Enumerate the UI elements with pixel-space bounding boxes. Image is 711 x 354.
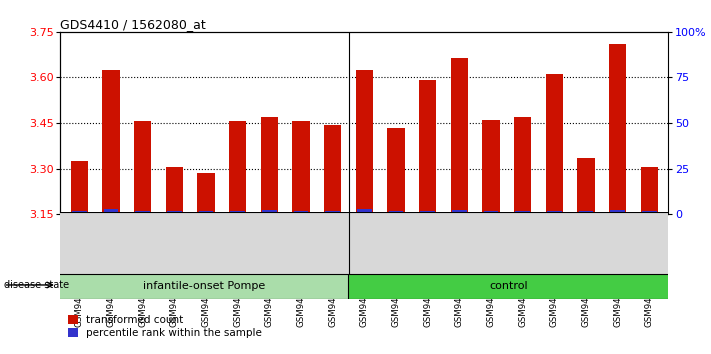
- Bar: [514, 117, 531, 214]
- Bar: [609, 44, 626, 214]
- Bar: [70, 161, 88, 214]
- Bar: [294, 211, 309, 214]
- Bar: [198, 211, 213, 214]
- Bar: [356, 70, 373, 214]
- Bar: [452, 210, 467, 214]
- Bar: [420, 211, 435, 214]
- Bar: [198, 173, 215, 214]
- Bar: [104, 209, 119, 214]
- Text: infantile-onset Pompe: infantile-onset Pompe: [144, 281, 265, 291]
- Bar: [451, 58, 468, 214]
- Legend: transformed count, percentile rank within the sample: transformed count, percentile rank withi…: [65, 313, 264, 341]
- Bar: [292, 121, 310, 214]
- Bar: [229, 121, 247, 214]
- Bar: [357, 209, 372, 214]
- Bar: [545, 74, 563, 214]
- Text: control: control: [489, 281, 528, 291]
- Bar: [230, 211, 245, 214]
- Bar: [642, 211, 657, 214]
- Bar: [72, 211, 87, 214]
- Text: disease state: disease state: [4, 280, 69, 290]
- Bar: [387, 127, 405, 214]
- Bar: [483, 211, 498, 214]
- Bar: [324, 125, 341, 214]
- Bar: [167, 211, 182, 214]
- Bar: [419, 80, 437, 214]
- Bar: [261, 117, 278, 214]
- Bar: [547, 211, 562, 214]
- Bar: [166, 167, 183, 214]
- Bar: [326, 211, 340, 214]
- Bar: [610, 210, 625, 214]
- Bar: [262, 210, 277, 214]
- Bar: [482, 120, 500, 214]
- Bar: [389, 211, 403, 214]
- Bar: [102, 70, 119, 214]
- Bar: [515, 211, 530, 214]
- Bar: [579, 211, 594, 214]
- Bar: [135, 211, 150, 214]
- Bar: [577, 158, 594, 214]
- FancyBboxPatch shape: [60, 274, 348, 299]
- Bar: [134, 121, 151, 214]
- Text: GDS4410 / 1562080_at: GDS4410 / 1562080_at: [60, 18, 206, 31]
- FancyBboxPatch shape: [348, 274, 668, 299]
- Bar: [641, 167, 658, 214]
